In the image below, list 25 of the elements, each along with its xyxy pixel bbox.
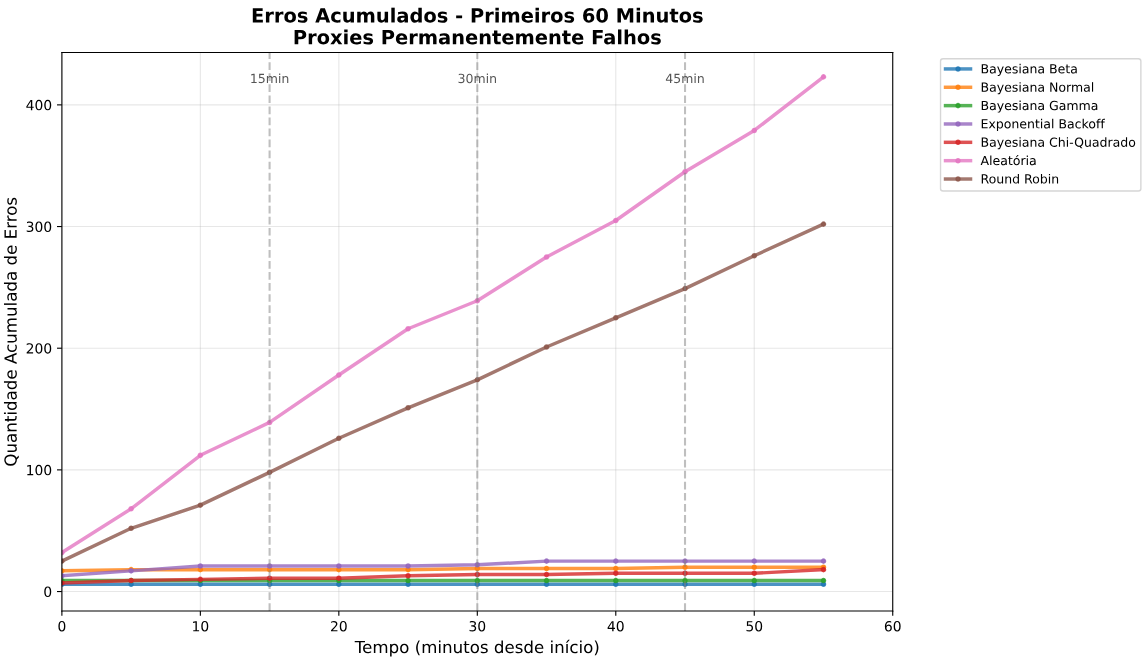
ref-line-label: 30min <box>458 73 496 84</box>
y-tick-label: 0 <box>44 586 52 598</box>
x-tick-label: 20 <box>331 620 347 632</box>
x-tick-label: 40 <box>607 620 624 632</box>
chart-title: Erros Acumulados - Primeiros 60 Minutos Proxies Permanentemente Falhos <box>252 7 703 45</box>
y-tick-label: 200 <box>26 343 52 354</box>
x-tick-label: 50 <box>746 620 763 632</box>
x-tick-label: 30 <box>469 620 486 632</box>
legend-label: Bayesiana Gamma <box>981 100 1098 113</box>
x-axis-title: Tempo (minutos desde início) <box>354 639 599 657</box>
legend-label: Bayesiana Beta <box>981 63 1077 76</box>
y-tick-label: 300 <box>26 221 52 233</box>
legend-label: Round Robin <box>981 173 1059 184</box>
legend-label: Bayesiana Chi-Quadrado <box>981 137 1136 150</box>
x-tick-label: 60 <box>884 620 901 632</box>
ref-line-label: 15min <box>251 73 289 84</box>
y-axis-title: Quantidade Acumulada de Erros <box>3 197 19 466</box>
y-tick-label: 100 <box>27 464 52 476</box>
legend-label: Bayesiana Normal <box>981 82 1094 95</box>
y-tick-label: 400 <box>26 99 52 111</box>
legend-label: Aleatória <box>980 155 1036 166</box>
ref-line-label: 45min <box>665 73 704 84</box>
x-tick-label: 0 <box>58 620 66 632</box>
x-tick-label: 10 <box>193 620 209 632</box>
legend-label: Exponential Backoff <box>981 118 1105 131</box>
